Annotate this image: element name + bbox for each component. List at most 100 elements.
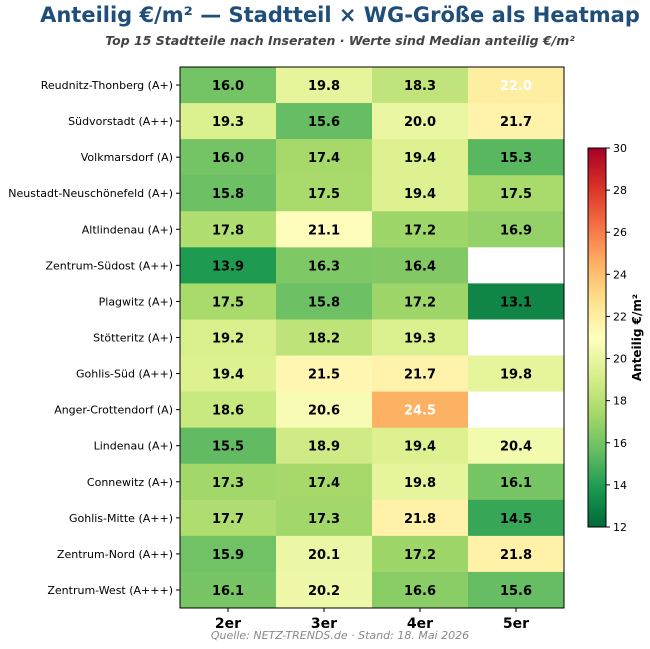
- heatmap-cell: [372, 175, 469, 212]
- heatmap-cell: [276, 463, 373, 501]
- heatmap-cell: [276, 283, 373, 320]
- heatmap-cell: [180, 247, 277, 284]
- cell-value-label: 20.4: [500, 440, 532, 455]
- colorbar-label: Anteilig €/m²: [630, 294, 644, 381]
- heatmap-cell: [372, 211, 469, 248]
- cell-value-label: 16.0: [212, 79, 244, 94]
- cell-value-label: 21.8: [404, 512, 436, 527]
- heatmap-cell: [276, 391, 373, 429]
- heatmap-cell: [468, 535, 565, 573]
- heatmap-cell: [276, 355, 373, 393]
- cell-value-label: 19.8: [308, 79, 340, 94]
- heatmap-cell: [468, 211, 565, 248]
- heatmap-cell: [372, 499, 469, 537]
- cell-value-label: 19.4: [404, 440, 436, 455]
- heatmap-cell: [468, 319, 565, 357]
- cell-value-label: 19.4: [404, 151, 436, 166]
- heatmap-cell: [372, 355, 469, 393]
- heatmap-cell: [468, 247, 565, 284]
- colorbar-tick-label: 22: [613, 310, 627, 323]
- colorbar-tick-label: 24: [613, 268, 627, 281]
- y-tick-label: Gohlis-Süd (A++): [76, 368, 173, 381]
- cell-value-label: 19.3: [212, 115, 244, 130]
- cell-value-label: 17.7: [212, 512, 244, 527]
- y-tick-label: Zentrum-West (A+++): [47, 584, 173, 597]
- heatmap-cell: [372, 427, 469, 465]
- cell-value-label: 17.2: [404, 223, 436, 238]
- heatmap-cell: [276, 211, 373, 248]
- colorbar-tick-label: 28: [613, 184, 627, 197]
- cell-value-label: 18.9: [308, 440, 340, 455]
- cell-value-label: 16.6: [404, 584, 436, 599]
- cell-value-label: 22.0: [500, 79, 532, 94]
- heatmap-cell: [468, 67, 565, 104]
- heatmap-cell: [276, 67, 373, 104]
- heatmap-cell: [468, 103, 565, 140]
- cell-value-label: 18.6: [212, 404, 244, 419]
- colorbar-tick-label: 16: [613, 437, 627, 450]
- y-tick-label: Altlindenau (A+): [82, 223, 173, 236]
- heatmap-cell: [468, 283, 565, 320]
- heatmap-cell: [180, 535, 277, 573]
- cell-value-label: 20.1: [308, 548, 340, 563]
- x-tick-label: 4er: [407, 616, 433, 632]
- colorbar-tick-label: 30: [613, 142, 627, 155]
- cell-value-label: 21.7: [404, 368, 436, 383]
- cell-value-label: 16.3: [308, 259, 340, 274]
- heatmap-cell: [468, 139, 565, 176]
- y-tick-label: Neustadt-Neuschönefeld (A+): [8, 187, 173, 200]
- cell-value-label: 17.2: [404, 548, 436, 563]
- chart-title: Anteilig €/m² — Stadtteil × WG-Größe als…: [40, 3, 640, 27]
- cell-value-label: 24.5: [404, 404, 436, 419]
- source-footer: Quelle: NETZ-TRENDS.de · Stand: 18. Mai …: [210, 629, 470, 642]
- heatmap-cell: [372, 283, 469, 320]
- cell-value-label: 15.3: [500, 151, 532, 166]
- x-tick-label: 5er: [503, 616, 529, 632]
- heatmap-cell: [180, 355, 277, 393]
- chart-subtitle: Top 15 Stadtteile nach Inseraten · Werte…: [105, 33, 575, 48]
- y-tick-label: Lindenau (A+): [94, 440, 173, 453]
- cell-value-label: 17.4: [308, 151, 340, 166]
- heatmap-cell: [180, 319, 277, 357]
- heatmap-cell: [372, 247, 469, 284]
- heatmap-cell: [276, 139, 373, 176]
- heatmap-cell: [276, 175, 373, 212]
- heatmap-cell: [372, 103, 469, 140]
- y-tick-label: Anger-Crottendorf (A): [54, 404, 173, 417]
- cell-value-label: 16.4: [404, 259, 436, 274]
- cell-value-label: 13.1: [500, 295, 532, 310]
- heatmap-cell: [276, 535, 373, 573]
- cell-value-label: 17.3: [212, 476, 244, 491]
- y-tick-label: Zentrum-Südost (A++): [45, 259, 173, 272]
- cell-value-label: 21.5: [308, 368, 340, 383]
- cell-value-label: 21.7: [500, 115, 532, 130]
- heatmap-cell: [180, 283, 277, 320]
- colorbar: [587, 147, 607, 528]
- y-tick-label: Zentrum-Nord (A++): [57, 548, 173, 561]
- colorbar-tick-label: 12: [613, 521, 627, 534]
- cell-value-label: 15.9: [212, 548, 244, 563]
- x-tick-label: 3er: [311, 616, 337, 632]
- y-tick-label: Connewitz (A+): [87, 476, 173, 489]
- cell-value-label: 15.5: [212, 440, 244, 455]
- heatmap-cell: [468, 571, 565, 609]
- cell-value-label: 15.6: [500, 584, 532, 599]
- y-tick-label: Reudnitz-Thonberg (A+): [41, 79, 173, 92]
- cell-value-label: 13.9: [212, 259, 244, 274]
- heatmap-cell: [180, 175, 277, 212]
- y-tick-label: Plagwitz (A+): [99, 295, 173, 308]
- heatmap-cell: [180, 211, 277, 248]
- cell-value-label: 19.4: [212, 368, 244, 383]
- heatmap-cell: [180, 391, 277, 429]
- heatmap-cell: [180, 427, 277, 465]
- heatmap-cell: [180, 67, 277, 104]
- cell-value-label: 15.8: [308, 295, 340, 310]
- cell-value-label: 18.2: [308, 332, 340, 347]
- heatmap-cell: [372, 535, 469, 573]
- cell-value-label: 14.5: [500, 512, 532, 527]
- heatmap-cell: [468, 391, 565, 429]
- cell-value-label: 21.8: [500, 548, 532, 563]
- heatmap-cell: [372, 139, 469, 176]
- cell-value-label: 19.8: [500, 368, 532, 383]
